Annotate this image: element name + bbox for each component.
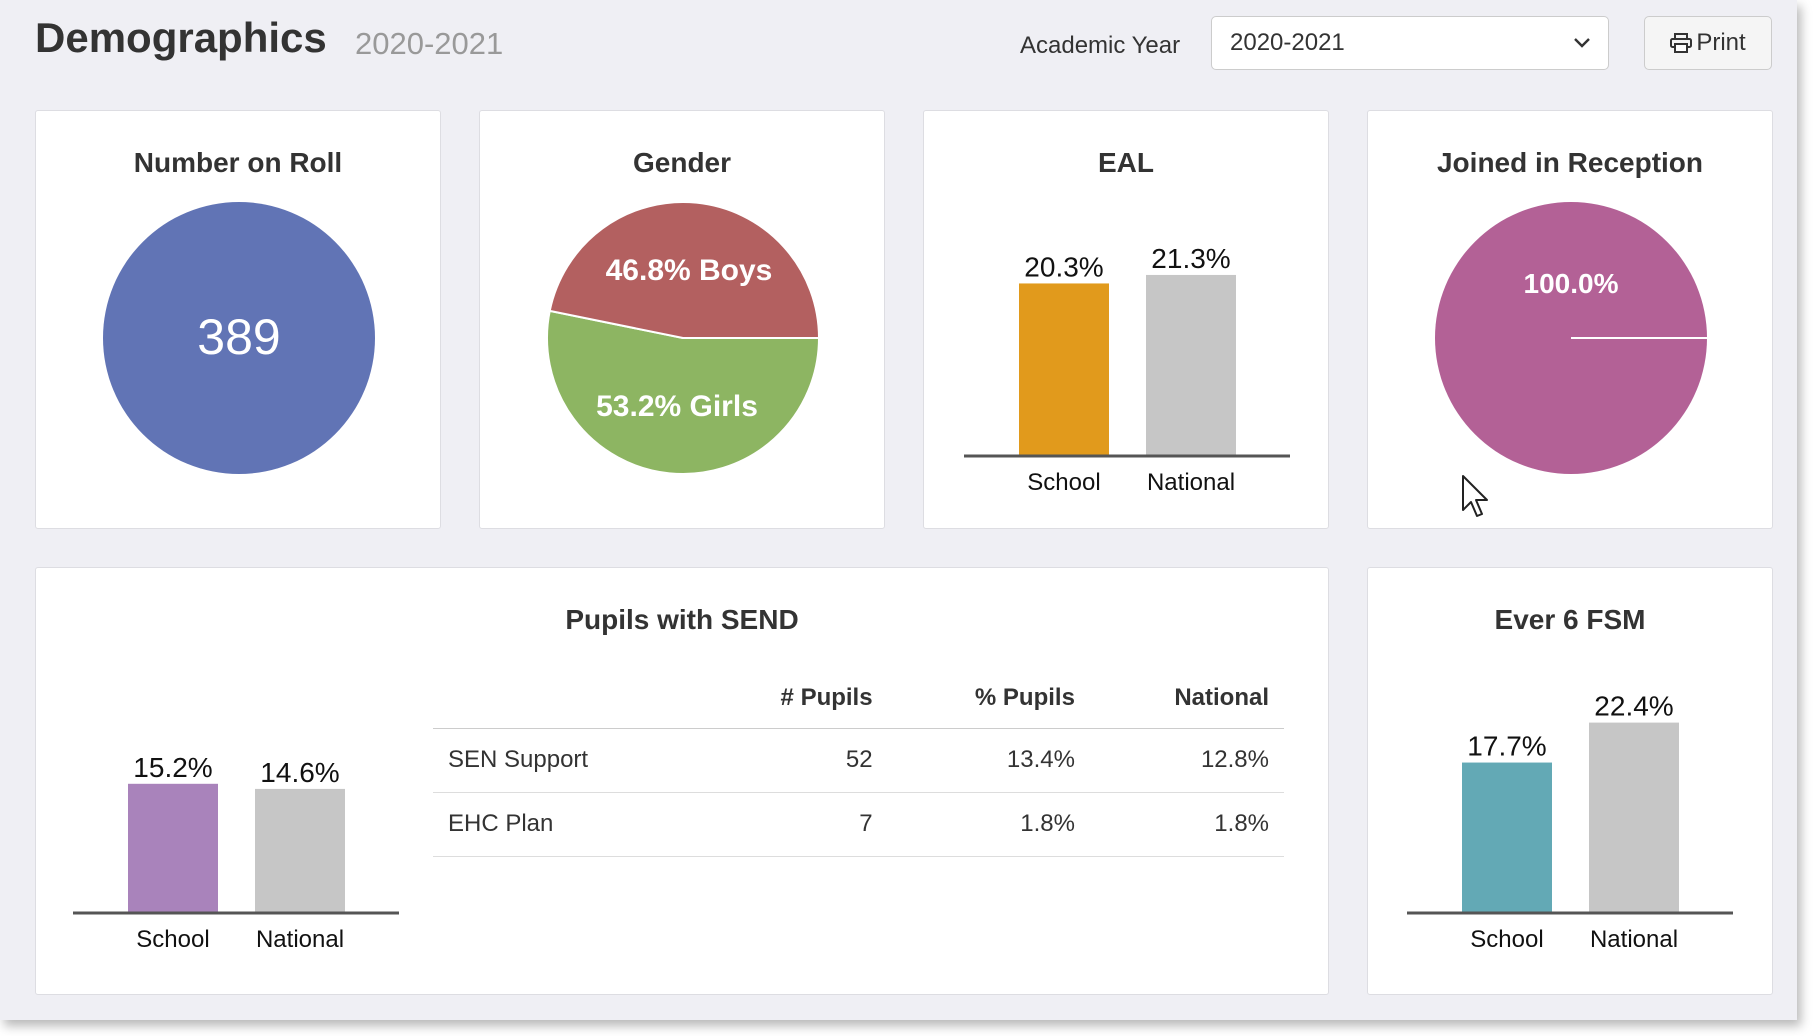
card-pupils-with-send: Pupils with SEND 15.2% 14.6% School Nati…: [35, 567, 1329, 995]
mouse-cursor-icon: [1462, 475, 1488, 517]
page-title: Demographics: [35, 14, 327, 61]
card-ever-6-fsm: Ever 6 FSM 17.7% 22.4% School National: [1367, 567, 1773, 995]
data-label-national: 21.3%: [1151, 243, 1230, 274]
table-cell: 13.4%: [887, 728, 1090, 793]
x-tick-national: National: [1147, 469, 1235, 496]
pie-slice-girls: [546, 309, 821, 475]
printer-icon: [1670, 33, 1693, 53]
bar-national: [255, 788, 345, 913]
eal-chart: 20.3% 21.3% School National: [964, 243, 1290, 496]
column-header: [433, 668, 698, 729]
roll-value: 389: [197, 309, 280, 365]
bar-school: [1019, 283, 1109, 456]
bar-national: [1589, 722, 1679, 913]
column-header: % Pupils: [887, 668, 1090, 729]
x-tick-national: National: [256, 926, 344, 953]
table-cell: 12.8%: [1089, 728, 1284, 793]
table-row: SEN Support 52 13.4% 12.8%: [433, 728, 1284, 793]
academic-year-value: 2020-2021: [1230, 29, 1345, 56]
print-label: Print: [1696, 29, 1746, 56]
fsm-chart: 17.7% 22.4% School National: [1407, 691, 1733, 953]
table-cell: SEN Support: [433, 728, 698, 793]
print-button[interactable]: Print: [1644, 16, 1772, 70]
data-label-national: 14.6%: [260, 757, 339, 788]
card-title: Gender: [632, 147, 732, 178]
bar-school: [1462, 762, 1552, 913]
send-chart: 15.2% 14.6% School National: [73, 752, 399, 953]
table-header-row: # Pupils % Pupils National: [433, 668, 1284, 729]
reception-chart: 100.0%: [1435, 202, 1707, 474]
table-cell: 7: [697, 792, 888, 857]
card-title: Ever 6 FSM: [1494, 604, 1646, 635]
card-joined-in-reception: Joined in Reception 100.0%: [1367, 110, 1773, 529]
boys-data-label: 46.8% Boys: [606, 254, 773, 287]
column-header: # Pupils: [697, 668, 888, 729]
table-cell: 1.8%: [1089, 792, 1284, 857]
data-label-national: 22.4%: [1594, 691, 1673, 722]
x-tick-school: School: [1027, 469, 1100, 496]
pie-slice-boys: [548, 201, 821, 339]
table-cell: 52: [697, 728, 888, 793]
chevron-down-icon: [1574, 38, 1590, 48]
academic-year-select[interactable]: 2020-2021: [1211, 16, 1609, 70]
girls-data-label: 53.2% Girls: [596, 390, 758, 423]
data-label-school: 15.2%: [133, 752, 212, 783]
academic-year-label: Academic Year: [1020, 32, 1181, 59]
card-gender: Gender 46.8% Boys 53.2% Girls: [479, 110, 885, 529]
table-row: EHC Plan 7 1.8% 1.8%: [433, 792, 1284, 857]
page-header: Demographics 2020-2021 Academic Year 202…: [35, 12, 1772, 82]
card-title: Joined in Reception: [1436, 147, 1704, 178]
pie-slice-roll: [103, 202, 375, 474]
bar-school: [128, 783, 218, 913]
column-header: National: [1089, 668, 1284, 729]
x-tick-national: National: [1590, 926, 1678, 953]
card-title: EAL: [1098, 147, 1154, 178]
card-title: Number on Roll: [133, 147, 343, 178]
table-cell: EHC Plan: [433, 792, 698, 857]
reception-data-label: 100.0%: [1524, 268, 1619, 299]
data-label-school: 20.3%: [1024, 251, 1103, 282]
send-table: # Pupils % Pupils National SEN Support 5…: [433, 668, 1284, 857]
roll-chart: 389: [103, 202, 375, 474]
page-subtitle: 2020-2021: [355, 26, 504, 61]
card-number-on-roll: Number on Roll 389: [35, 110, 441, 529]
card-title: Pupils with SEND: [565, 604, 799, 635]
x-tick-school: School: [136, 926, 209, 953]
card-eal: EAL 20.3% 21.3% School National: [923, 110, 1329, 529]
dashboard-frame: Demographics 2020-2021 Academic Year 202…: [0, 0, 1797, 1020]
bar-national: [1146, 274, 1236, 456]
table-cell: 1.8%: [887, 792, 1090, 857]
data-label-school: 17.7%: [1467, 731, 1546, 762]
gender-chart: 46.8% Boys 53.2% Girls: [546, 201, 821, 475]
x-tick-school: School: [1470, 926, 1543, 953]
